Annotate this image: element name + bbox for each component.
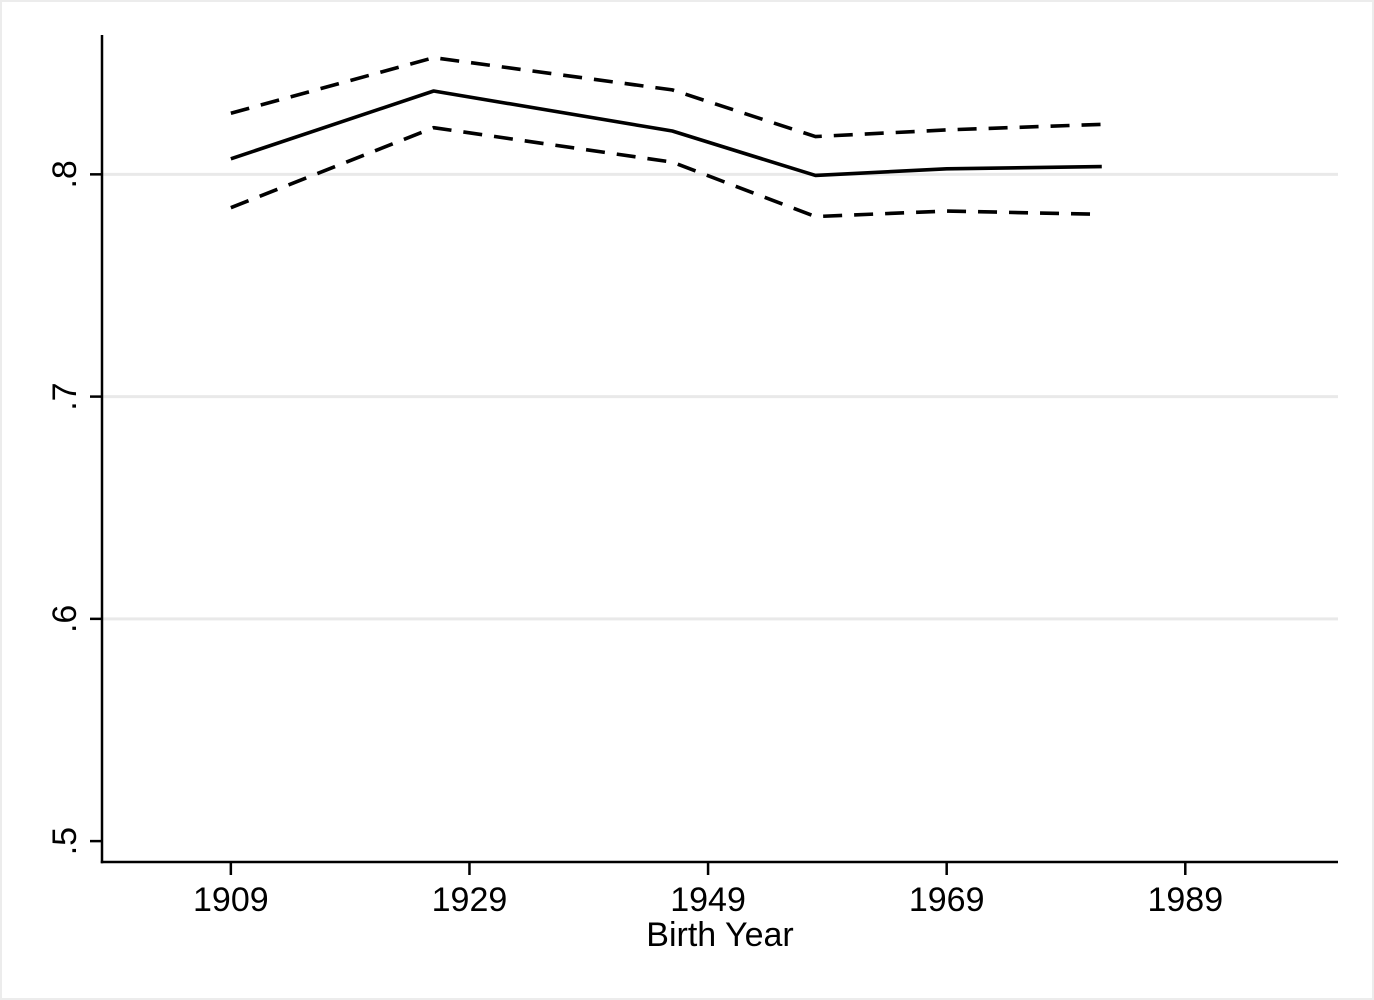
axes: .5 .6 .7 .8 1909 1929 1949 1969 1989 [46, 35, 1338, 919]
lower-dashed-band [230, 125, 1102, 219]
x-tick-label: 1989 [1147, 881, 1223, 919]
data-series [230, 55, 1102, 219]
upper-dashed-band [230, 55, 1102, 139]
x-tick-label: 1949 [670, 881, 746, 919]
x-tick-label: 1969 [909, 881, 985, 919]
x-tick-label: 1909 [193, 881, 269, 919]
y-tick-label: .6 [46, 605, 84, 633]
gridlines [103, 172, 1338, 621]
y-tick-label: .7 [46, 382, 84, 410]
axis-labels: Birth Year [646, 916, 793, 954]
y-tick-label: .8 [46, 160, 84, 188]
x-axis-title: Birth Year [646, 916, 793, 954]
y-tick-label: .5 [46, 827, 84, 855]
x-tick-label: 1929 [432, 881, 508, 919]
main-line [230, 89, 1102, 178]
